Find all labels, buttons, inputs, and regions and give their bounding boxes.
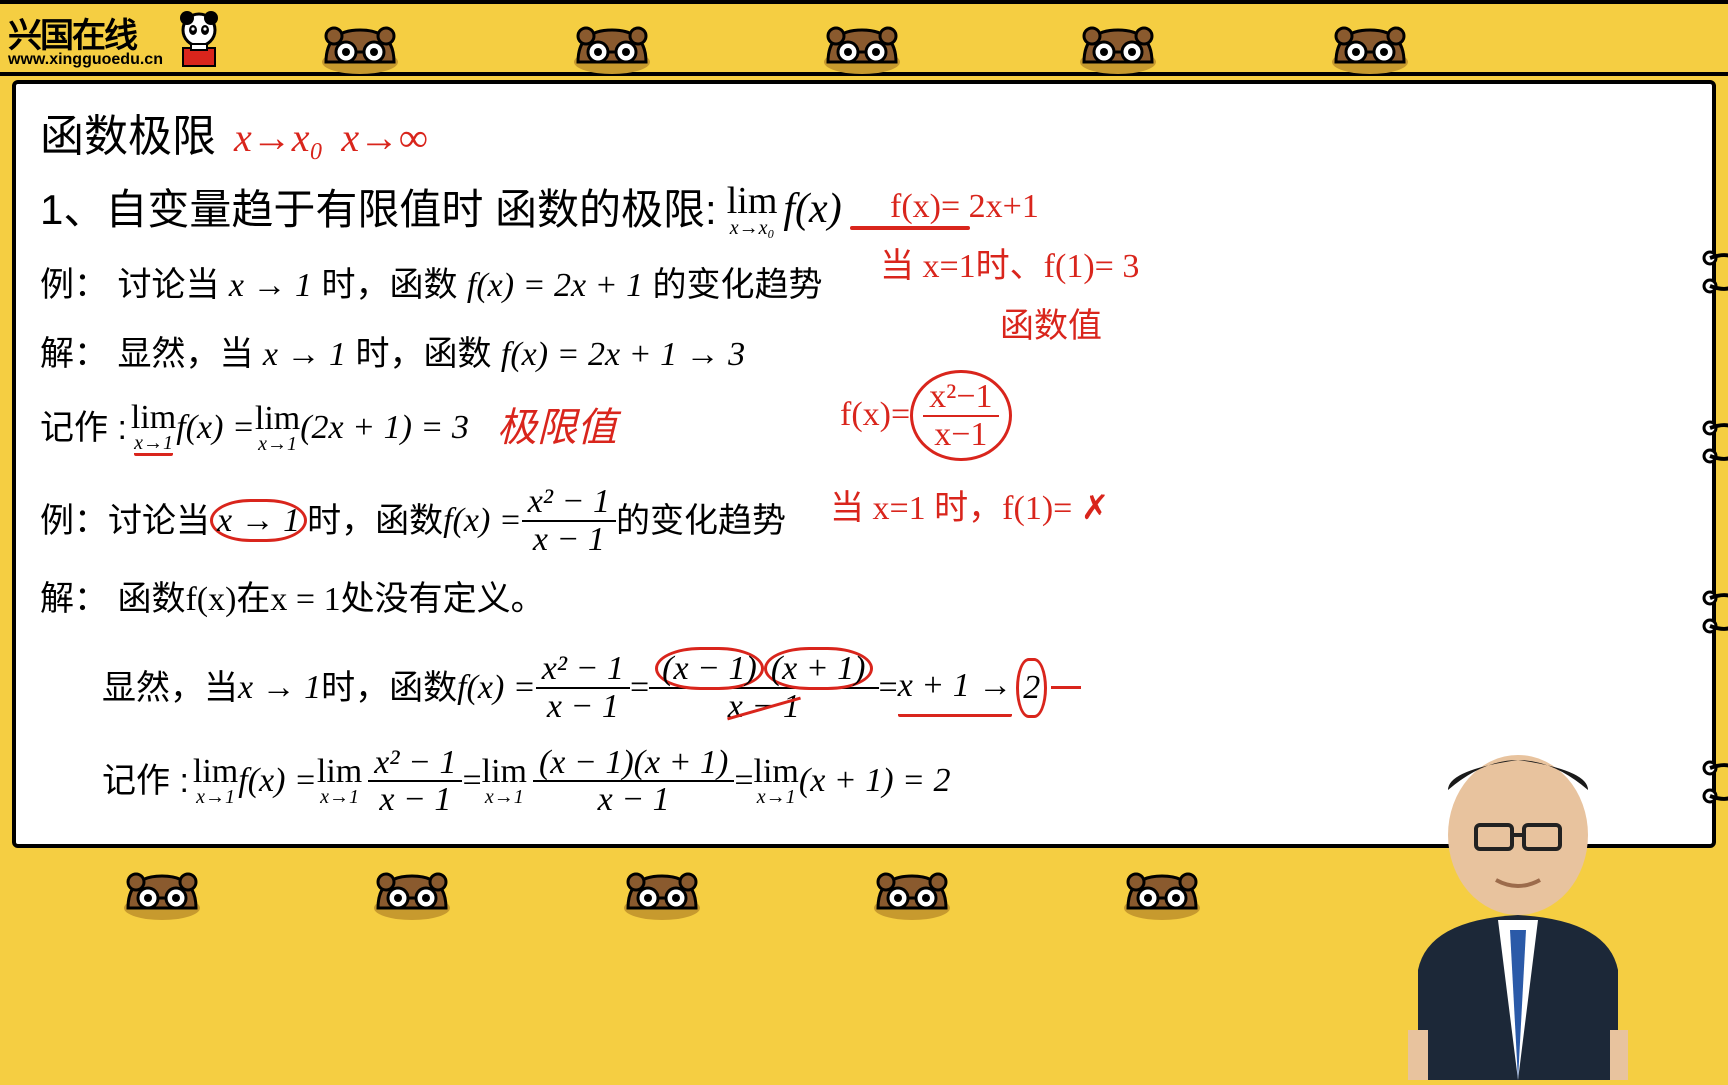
red-underline-icon	[1051, 686, 1081, 689]
mascot-icon	[870, 868, 954, 920]
lim-icon: lim x→1	[131, 401, 176, 456]
side-note-3: 函数值	[1000, 300, 1102, 354]
ex1-label: 例：	[40, 266, 108, 304]
spiral-binding-icon	[1700, 244, 1728, 300]
panda-icon	[169, 8, 229, 68]
heading-func: f(x)	[783, 176, 841, 243]
heading-text: 1、自变量趋于有限值时 函数的极限:	[40, 176, 717, 243]
mascot-icon	[120, 868, 204, 920]
mascot-icon	[1076, 22, 1160, 74]
presenter-avatar	[1368, 720, 1668, 1080]
circled-two: 2	[1016, 658, 1047, 718]
ex2-label: 例：	[40, 494, 108, 548]
mascot-icon	[820, 22, 904, 74]
cancel-mark: x − 1	[728, 688, 800, 725]
side-note-5: 当 x=1 时，f(1)= ✗	[830, 482, 1109, 536]
circled-factor: (x − 1)	[655, 647, 764, 690]
rec1-red-note: 极限值	[497, 396, 617, 460]
mascot-icon	[1120, 868, 1204, 920]
sol2-label: 解：	[40, 580, 108, 618]
brand: 兴国在线 www.xingguoedu.cn	[8, 8, 229, 69]
lim-symbol: lim x→x₀	[727, 182, 778, 238]
side-note-4: f(x)= x²−1 x−1	[840, 370, 1012, 461]
mascot-icon	[620, 868, 704, 920]
fraction: (x − 1)(x + 1) x − 1	[649, 651, 878, 724]
header-bar: 兴国在线 www.xingguoedu.cn	[0, 0, 1728, 76]
circled-x-to-1: x → 1	[210, 499, 307, 542]
rec1-label: 记作 :	[40, 401, 127, 455]
circled-factor: (x + 1)	[764, 647, 873, 690]
side-note-2: 当 x=1时、f(1)= 3	[880, 240, 1139, 294]
fraction: x² − 1 x − 1	[522, 484, 616, 557]
brand-url: www.xingguoedu.cn	[8, 51, 163, 69]
spiral-binding-icon	[1700, 584, 1728, 640]
spiral-binding-icon	[1700, 754, 1728, 810]
circled-fraction: x²−1 x−1	[910, 370, 1011, 461]
fraction: x² − 1 x − 1	[536, 651, 630, 724]
mascot-icon	[370, 868, 454, 920]
title-note-1: x→x₀	[234, 106, 323, 170]
section-title: 函数极限	[40, 102, 216, 172]
title-note-2: x→∞	[341, 106, 427, 170]
rec2-label: 记作 :	[102, 754, 189, 808]
spiral-binding-icon	[1700, 414, 1728, 470]
sol1-label: 解：	[40, 335, 108, 373]
side-note-1: f(x)= 2x+1	[890, 180, 1039, 234]
brand-main: 兴国在线	[8, 8, 136, 57]
mascot-icon	[318, 22, 402, 74]
lim-icon: lim x→1	[255, 402, 300, 454]
mascot-icon	[570, 22, 654, 74]
mascot-icon	[1328, 22, 1412, 74]
